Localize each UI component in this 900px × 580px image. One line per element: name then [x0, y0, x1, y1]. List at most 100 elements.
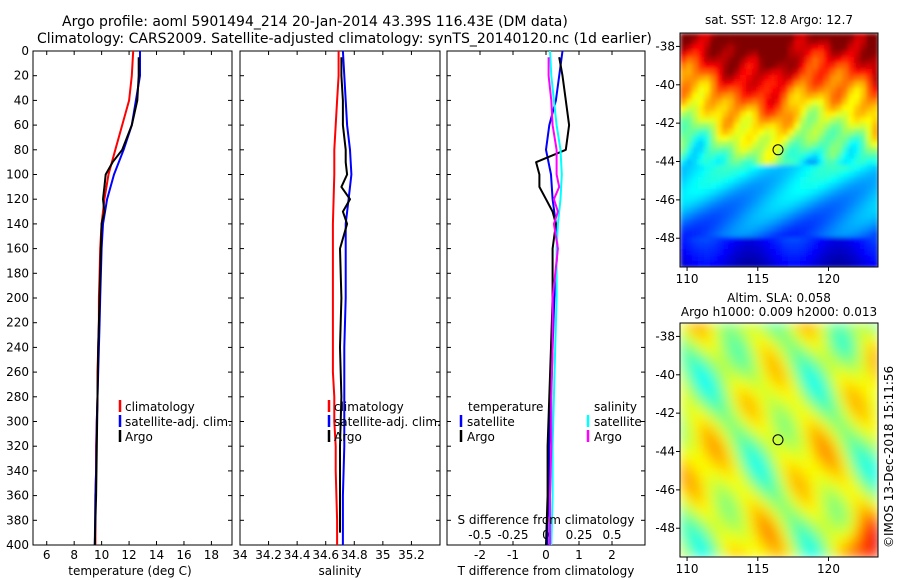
- sst-field-cell: [722, 225, 729, 232]
- sst-field-cell: [764, 135, 771, 142]
- sst-field-cell: [806, 129, 813, 136]
- sla-field-cell: [842, 353, 849, 360]
- sst-field-cell: [806, 237, 813, 244]
- sst-field-cell: [830, 75, 837, 82]
- sst-field-cell: [842, 183, 849, 190]
- sla-field-cell: [860, 413, 867, 420]
- sst-field-cell: [752, 147, 759, 154]
- sst-field-cell: [800, 45, 807, 52]
- sst-field-cell: [752, 33, 759, 40]
- depth-tick-label: 320: [6, 439, 29, 453]
- sla-field-cell: [836, 551, 843, 557]
- sla-field-cell: [770, 401, 777, 408]
- sla-field-cell: [758, 509, 765, 516]
- sst-field-cell: [776, 255, 783, 262]
- map-lon-label: 120: [817, 562, 840, 576]
- sst-field-cell: [716, 39, 723, 46]
- sla-field-cell: [686, 455, 693, 462]
- sst-field-cell: [752, 213, 759, 220]
- sla-field-cell: [836, 377, 843, 384]
- sst-field-cell: [758, 201, 765, 208]
- sla-field-cell: [698, 533, 705, 540]
- sst-field-cell: [746, 255, 753, 262]
- sst-field-cell: [860, 93, 867, 100]
- sst-field-cell: [866, 159, 873, 166]
- sst-field-cell: [866, 111, 873, 118]
- sst-field-cell: [698, 105, 705, 112]
- sst-field-cell: [692, 153, 699, 160]
- sla-field-cell: [776, 341, 783, 348]
- sla-field-cell: [722, 527, 729, 534]
- sla-field-cell: [836, 365, 843, 372]
- sst-field-cell: [836, 123, 843, 130]
- sst-field-cell: [752, 39, 759, 46]
- sst-field-cell: [830, 177, 837, 184]
- sst-field-cell: [818, 261, 825, 267]
- sla-field-cell: [698, 389, 705, 396]
- sla-field-cell: [770, 359, 777, 366]
- sst-field-cell: [830, 123, 837, 130]
- sst-field-cell: [710, 33, 717, 40]
- sla-field-cell: [752, 449, 759, 456]
- sst-field-cell: [740, 99, 747, 106]
- sst-field-cell: [866, 75, 873, 82]
- sla-field-cell: [746, 401, 753, 408]
- sst-field-cell: [746, 177, 753, 184]
- sst-field-cell: [776, 177, 783, 184]
- sst-field-cell: [824, 123, 831, 130]
- sla-field-cell: [770, 323, 777, 330]
- sst-field-cell: [722, 39, 729, 46]
- sla-field-cell: [710, 353, 717, 360]
- sst-field-cell: [806, 213, 813, 220]
- sst-field-cell: [800, 75, 807, 82]
- sla-field-cell: [788, 329, 795, 336]
- sla-field-cell: [794, 359, 801, 366]
- sla-field-cell: [686, 377, 693, 384]
- sla-field-cell: [788, 425, 795, 432]
- sst-field-cell: [872, 75, 878, 82]
- sla-field-cell: [776, 455, 783, 462]
- sla-field-cell: [854, 359, 861, 366]
- sst-field-cell: [728, 33, 735, 40]
- sla-field-cell: [872, 515, 878, 522]
- sla-field-cell: [698, 551, 705, 557]
- sla-field-cell: [764, 533, 771, 540]
- sla-field-cell: [680, 365, 687, 372]
- sla-field-cell: [776, 419, 783, 426]
- sst-field-cell: [776, 39, 783, 46]
- salinity-difference-tick-label: 0.5: [602, 528, 621, 542]
- sst-field-cell: [704, 237, 711, 244]
- sst-field-cell: [818, 51, 825, 58]
- sst-field-cell: [746, 39, 753, 46]
- sla-field-cell: [842, 425, 849, 432]
- sst-field-cell: [842, 171, 849, 178]
- sla-field-cell: [728, 329, 735, 336]
- sst-field-cell: [872, 111, 878, 118]
- sla-field-cell: [860, 401, 867, 408]
- sst-field-cell: [752, 63, 759, 70]
- sst-field-cell: [716, 93, 723, 100]
- sst-field-cell: [716, 243, 723, 250]
- sla-field-cell: [776, 395, 783, 402]
- sst-field-cell: [860, 45, 867, 52]
- sst-field-cell: [764, 255, 771, 262]
- depth-tick-label: 380: [6, 513, 29, 527]
- sst-field-cell: [740, 75, 747, 82]
- legend-t-satellite: satellite: [467, 415, 515, 429]
- sla-field-cell: [806, 425, 813, 432]
- sst-field-cell: [824, 75, 831, 82]
- sla-field-cell: [842, 383, 849, 390]
- sla-field-cell: [722, 425, 729, 432]
- sst-field-cell: [872, 57, 878, 64]
- sla-field-cell: [824, 461, 831, 468]
- sst-field-cell: [722, 237, 729, 244]
- sla-field-cell: [716, 323, 723, 330]
- sla-field-cell: [692, 551, 699, 557]
- sst-field-cell: [680, 237, 687, 244]
- sla-field-cell: [728, 425, 735, 432]
- sla-field-cell: [776, 365, 783, 372]
- sla-field-cell: [680, 419, 687, 426]
- sst-field-cell: [710, 165, 717, 172]
- sst-field-cell: [830, 33, 837, 40]
- sla-field-cell: [848, 467, 855, 474]
